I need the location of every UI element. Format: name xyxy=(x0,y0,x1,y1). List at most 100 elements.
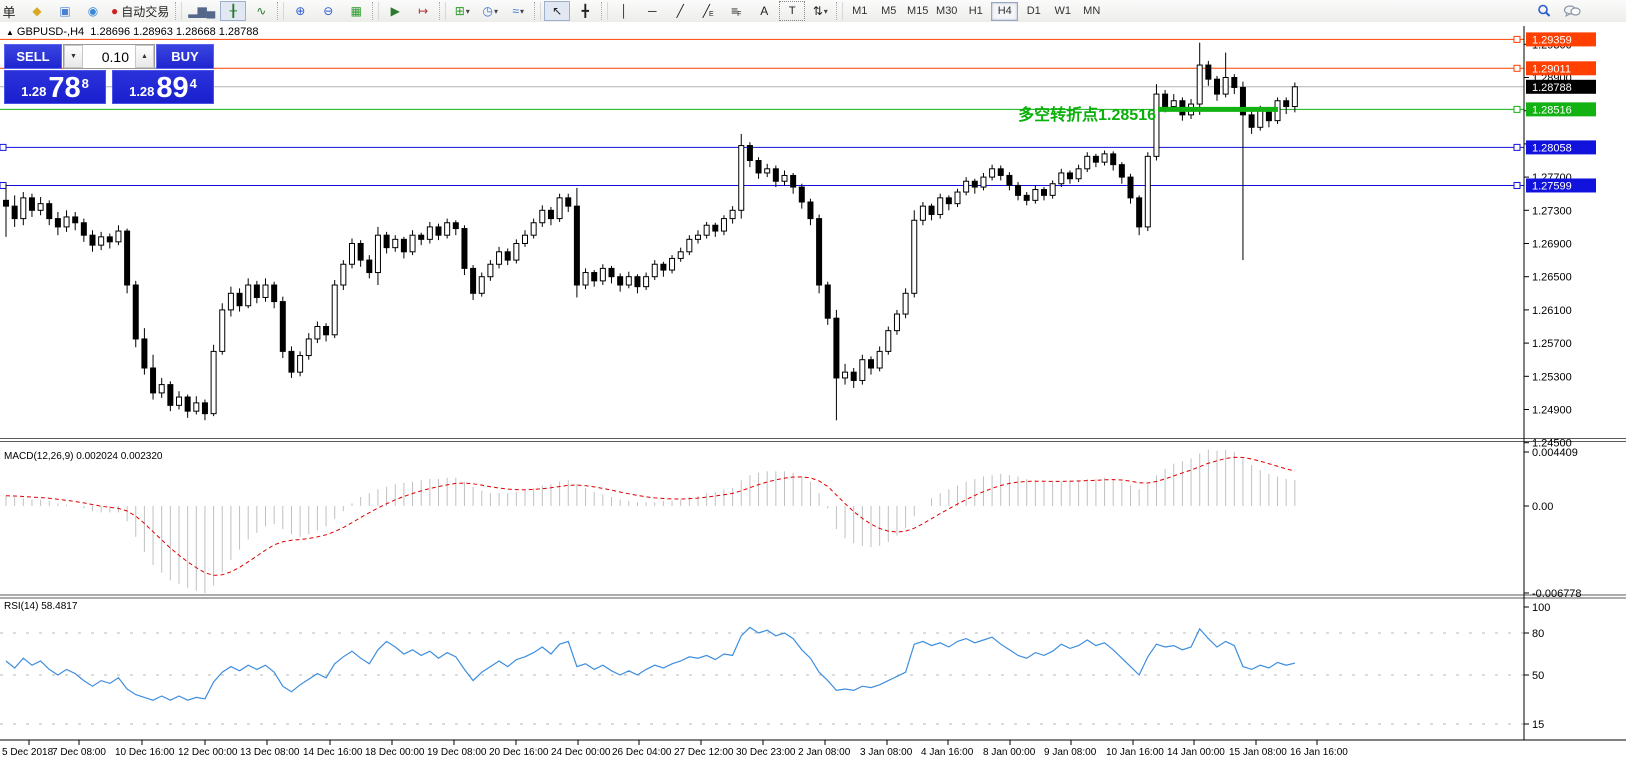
indicators-icon: ≈ xyxy=(512,4,520,18)
toolbar-icons: ◆ ▣ ◉ ● 自动交易 ▂▆▄ ╂ ∿ ⊕ ⊖ ▦ ▶ ↦ ⊞ ▾ ◷ ▾ ≈ ▾ ↖ ╋ │ ─ ╱ ╱ E ≡ F A T ⇅ ▾ xyxy=(23,1,834,21)
price-tick-label: 1.26500 xyxy=(1532,272,1572,284)
search-icon[interactable] xyxy=(1531,1,1557,21)
timeframe-w1[interactable]: W1 xyxy=(1054,5,1071,17)
bar-chart-icon[interactable]: ▂▆▄ xyxy=(185,1,218,21)
text-icon[interactable]: A xyxy=(751,1,777,21)
line-handle[interactable] xyxy=(1513,143,1521,151)
new-template-icon-caret[interactable]: ▾ xyxy=(465,6,470,16)
line-handle[interactable] xyxy=(1513,181,1521,189)
buy-price-small: 1.28 xyxy=(129,84,155,99)
toolbar-separator xyxy=(372,2,380,20)
periods-icon[interactable]: ◷ ▾ xyxy=(477,1,503,21)
sell-button[interactable]: SELL xyxy=(4,44,62,69)
line-handle[interactable] xyxy=(1513,105,1521,113)
timeframe-h1[interactable]: H1 xyxy=(968,5,983,17)
channel-icon: ╱ xyxy=(702,4,711,18)
volume-input[interactable]: 0.10 xyxy=(101,48,129,65)
gold-icon: ◆ xyxy=(32,4,42,18)
label-icon: T xyxy=(788,5,796,17)
cursor-icon[interactable]: ↖ xyxy=(544,1,571,21)
price-tick-label: 1.26900 xyxy=(1532,239,1572,251)
timeframe-m5[interactable]: M5 xyxy=(881,5,897,17)
volume-decrease-button[interactable]: ▼ xyxy=(64,45,83,68)
buy-price-big: 89 xyxy=(156,72,189,104)
zoom-out-icon: ⊖ xyxy=(323,4,334,18)
new-order-button[interactable]: 单 xyxy=(2,4,16,20)
rsi-line xyxy=(5,626,1295,701)
crosshair-icon[interactable]: ╋ xyxy=(572,1,598,21)
gold-icon[interactable]: ◆ xyxy=(24,1,50,21)
auto-scroll-icon: ▶ xyxy=(390,4,400,18)
time-label: 19 Dec 08:00 xyxy=(427,747,487,758)
price-tag-text: 1.29011 xyxy=(1532,63,1571,75)
symbol-period-label: GBPUSD-,H4 xyxy=(16,26,85,38)
cursor-icon: ↖ xyxy=(552,4,563,18)
trendline-icon[interactable]: ╱ xyxy=(667,1,693,21)
time-label: 3 Jan 08:00 xyxy=(860,747,913,758)
chart-window-icon[interactable]: ▣ xyxy=(52,1,78,21)
candlestick-icon[interactable]: ╂ xyxy=(220,1,247,21)
price-tick-label: 1.24500 xyxy=(1532,438,1572,450)
macd-tick-label: 0.00 xyxy=(1532,501,1553,513)
collapse-triangle-icon[interactable]: ▲ xyxy=(6,28,14,37)
periods-icon-caret[interactable]: ▾ xyxy=(493,6,498,16)
volume-stepper: ▼ 0.10 ▲ xyxy=(63,44,155,69)
price-tag-1.29011 xyxy=(1526,61,1596,76)
arrows-icon[interactable]: ⇅ ▾ xyxy=(807,1,833,21)
buy-button[interactable]: BUY xyxy=(156,44,214,69)
autotrading-button[interactable]: ● 自动交易 xyxy=(108,1,172,21)
time-label: 30 Dec 23:00 xyxy=(736,747,796,758)
rsi-tick-label: 80 xyxy=(1532,628,1544,640)
horizontal-line-icon[interactable]: ─ xyxy=(639,1,665,21)
new-template-icon[interactable]: ⊞ ▾ xyxy=(449,1,475,21)
time-label: 10 Dec 16:00 xyxy=(115,747,175,758)
zoom-in-icon[interactable]: ⊕ xyxy=(287,1,313,21)
timeframe-m15[interactable]: M15 xyxy=(907,5,929,17)
signals-icon[interactable]: ◉ xyxy=(80,1,106,21)
time-label: 12 Dec 00:00 xyxy=(178,747,238,758)
timeframe-d1[interactable]: D1 xyxy=(1026,5,1041,17)
periods-icon: ◷ xyxy=(482,4,493,18)
channel-icon[interactable]: ╱ E xyxy=(695,1,721,21)
indicators-icon[interactable]: ≈ ▾ xyxy=(505,1,531,21)
label-icon[interactable]: T xyxy=(779,1,806,21)
vertical-line-icon[interactable]: │ xyxy=(611,1,637,21)
price-tag-text: 1.28058 xyxy=(1532,142,1572,154)
price-tag-text: 1.28788 xyxy=(1532,82,1572,94)
timeframe-m1[interactable]: M1 xyxy=(852,5,868,17)
sell-price-display[interactable]: 1.28 78 8 xyxy=(4,70,106,104)
fibonacci-icon[interactable]: ≡ F xyxy=(723,1,749,21)
macd-tick-label: 0.004409 xyxy=(1532,447,1578,459)
candlestick-icon: ╂ xyxy=(229,4,237,18)
indicator-layer xyxy=(5,106,1296,701)
auto-scroll-icon[interactable]: ▶ xyxy=(382,1,408,21)
line-handle[interactable] xyxy=(1513,35,1521,43)
timeframe-mn[interactable]: MN xyxy=(1083,5,1101,17)
arrows-icon-caret[interactable]: ▾ xyxy=(823,6,828,16)
chat-icon[interactable] xyxy=(1559,1,1585,21)
chart-shift-icon[interactable]: ↦ xyxy=(410,1,436,21)
arrows-icon: ⇅ xyxy=(812,4,823,18)
line-handle[interactable] xyxy=(1513,64,1521,72)
buy-price-display[interactable]: 1.28 89 4 xyxy=(112,70,214,104)
line-chart-icon[interactable]: ∿ xyxy=(248,1,274,21)
time-label: 14 Jan 00:00 xyxy=(1167,747,1225,758)
macd-indicator-label: MACD(12,26,9) 0.002024 0.002320 xyxy=(4,451,163,462)
fibonacci-icon-sub: F xyxy=(737,10,742,18)
indicators-icon-caret[interactable]: ▾ xyxy=(520,6,525,16)
volume-increase-button[interactable]: ▲ xyxy=(135,45,154,68)
time-label: 24 Dec 00:00 xyxy=(551,747,611,758)
chart-canvas: 1.293001.289001.285001.281001.277001.273… xyxy=(0,26,1626,758)
tile-windows-icon[interactable]: ▦ xyxy=(343,1,369,21)
chart-shift-icon: ↦ xyxy=(418,4,429,18)
line-handle[interactable] xyxy=(0,143,7,151)
timeframe-m30[interactable]: M30 xyxy=(936,5,958,17)
toolbar-separator xyxy=(175,2,183,20)
timeframe-h4[interactable]: H4 xyxy=(991,1,1019,21)
tile-windows-icon: ▦ xyxy=(350,4,362,18)
trendline-icon: ╱ xyxy=(676,4,684,18)
price-tags-layer: 1.29359 1.29011 1.28788 1.28516 1.28058 1.275… xyxy=(1526,32,1596,193)
line-handle[interactable] xyxy=(0,181,7,189)
zoom-out-icon[interactable]: ⊖ xyxy=(315,1,341,21)
time-label: 16 Jan 16:00 xyxy=(1290,747,1348,758)
